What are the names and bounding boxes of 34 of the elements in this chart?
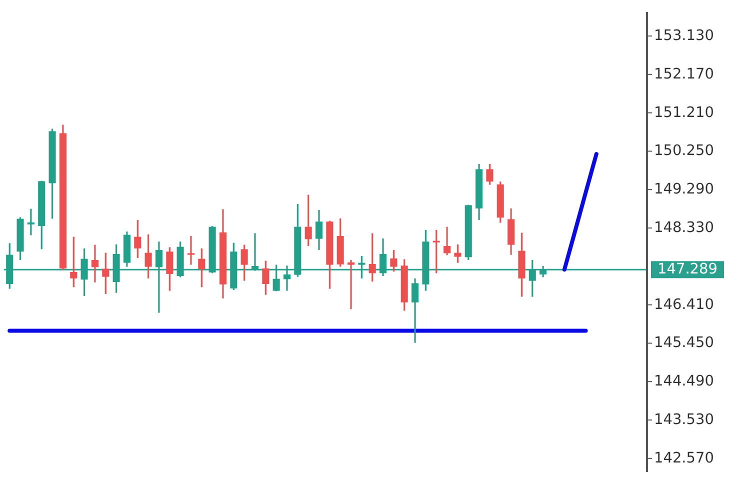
y-tick-label: 145.450 [654, 335, 714, 352]
candlestick [102, 252, 110, 295]
candlestick [91, 244, 98, 284]
candlestick [198, 248, 206, 288]
candlestick [166, 246, 174, 292]
candlestick [454, 244, 462, 264]
candlestick [262, 260, 270, 296]
candlestick [134, 219, 142, 259]
y-tick-label: 152.170 [654, 66, 714, 82]
candlestick [347, 259, 355, 310]
candlestick [27, 208, 34, 236]
y-tick-label: 144.490 [654, 374, 714, 390]
candlestick [315, 209, 323, 251]
y-tick-label: 146.410 [654, 296, 714, 313]
y-tick-label: 142.570 [654, 450, 714, 466]
y-tick-label: 150.250 [654, 143, 714, 160]
candlestick [444, 226, 451, 256]
y-tick-label: 151.210 [654, 104, 714, 121]
candlestick [486, 163, 494, 186]
candlestick [432, 229, 440, 274]
candlestick [70, 236, 78, 288]
y-tick-label: 149.290 [654, 182, 714, 198]
line-series [562, 152, 598, 272]
candlestick [304, 194, 312, 247]
candlestick [187, 235, 194, 266]
candlestick [368, 232, 376, 282]
y-tick-label: 153.130 [654, 28, 714, 44]
candlestick [390, 249, 398, 272]
candlestick [412, 278, 419, 344]
candlestick [144, 234, 152, 280]
y-tick-label: 148.330 [654, 220, 714, 236]
ref-line-label: 147.289 [658, 262, 718, 278]
y-tick-label: 143.530 [654, 412, 714, 428]
candlestick [240, 244, 248, 282]
